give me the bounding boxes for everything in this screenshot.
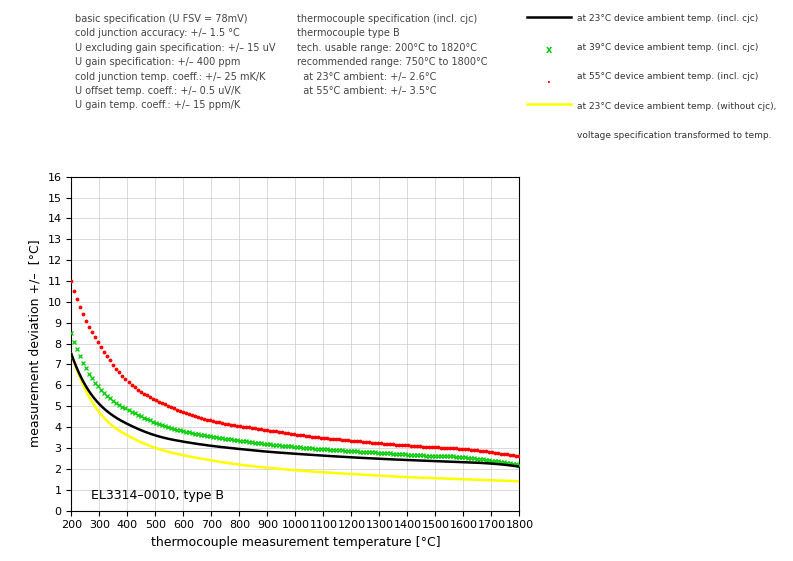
Text: .: . (547, 75, 551, 85)
Text: at 23°C device ambient temp. (incl. cjc): at 23°C device ambient temp. (incl. cjc) (577, 14, 759, 23)
Text: basic specification (U FSV = 78mV)
cold junction accuracy: +/– 1.5 °C
U excludin: basic specification (U FSV = 78mV) cold … (75, 14, 276, 111)
Text: at 39°C device ambient temp. (incl. cjc): at 39°C device ambient temp. (incl. cjc) (577, 43, 759, 52)
Y-axis label: measurement deviation +/–  [°C]: measurement deviation +/– [°C] (29, 240, 42, 448)
Text: at 55°C device ambient temp. (incl. cjc): at 55°C device ambient temp. (incl. cjc) (577, 72, 759, 81)
Text: at 23°C device ambient temp. (without cjc),: at 23°C device ambient temp. (without cj… (577, 102, 776, 111)
Text: thermocouple specification (incl. cjc)
thermocouple type B
tech. usable range: 2: thermocouple specification (incl. cjc) t… (297, 14, 488, 96)
Text: voltage specification transformed to temp.: voltage specification transformed to tem… (577, 131, 772, 140)
Text: x: x (546, 45, 552, 56)
Text: EL3314–0010, type B: EL3314–0010, type B (91, 489, 224, 502)
X-axis label: thermocouple measurement temperature [°C]: thermocouple measurement temperature [°C… (151, 536, 440, 549)
